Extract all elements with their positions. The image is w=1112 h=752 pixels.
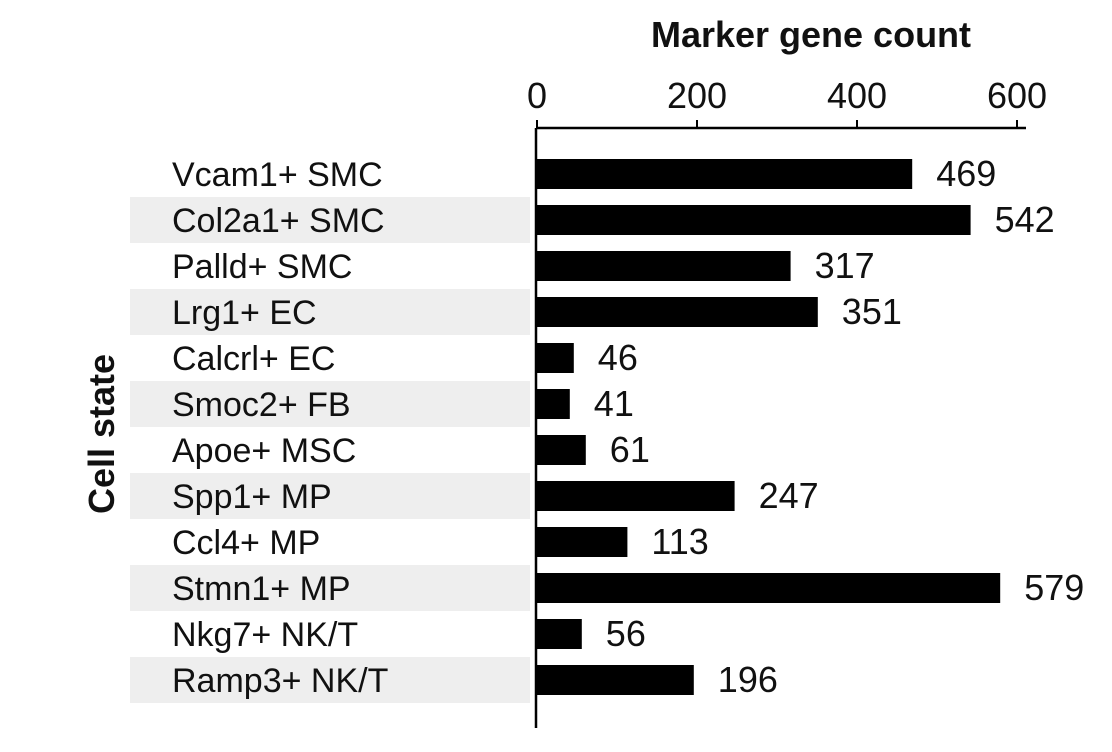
- category-label: Palld+ SMC: [172, 248, 352, 286]
- category-label: Lrg1+ EC: [172, 294, 317, 332]
- bar: [537, 481, 735, 511]
- bar: [537, 343, 574, 373]
- value-label: 317: [815, 245, 875, 286]
- category-label: Calcrl+ EC: [172, 340, 335, 378]
- bar: [537, 665, 694, 695]
- bars: [537, 159, 1001, 695]
- category-label: Stmn1+ MP: [172, 570, 351, 608]
- category-label: Smoc2+ FB: [172, 386, 351, 424]
- row-band: [130, 289, 530, 335]
- bar: [537, 297, 818, 327]
- row-band: [130, 381, 530, 427]
- category-label: Spp1+ MP: [172, 478, 332, 516]
- value-label: 46: [598, 337, 638, 378]
- bar: [537, 435, 586, 465]
- value-label: 56: [606, 613, 646, 654]
- value-label: 579: [1024, 567, 1084, 608]
- value-label: 469: [936, 153, 996, 194]
- bar: [537, 527, 628, 557]
- row-band: [130, 473, 530, 519]
- category-label: Col2a1+ SMC: [172, 202, 385, 240]
- bar: [537, 573, 1001, 603]
- bar: [537, 389, 570, 419]
- category-label: Nkg7+ NK/T: [172, 616, 358, 654]
- row-band: [130, 565, 530, 611]
- value-label: 247: [759, 475, 819, 516]
- x-tick-label: 400: [827, 75, 887, 116]
- bar: [537, 619, 582, 649]
- x-axis-ticks: 0 200 400 600: [527, 75, 1047, 128]
- value-label: 41: [594, 383, 634, 424]
- row-shading: [130, 197, 530, 703]
- value-label: 542: [995, 199, 1055, 240]
- category-labels: Vcam1+ SMC Col2a1+ SMC Palld+ SMC Lrg1+ EC C…: [172, 156, 388, 700]
- x-axis-title: Marker gene count: [651, 14, 971, 55]
- value-label: 351: [842, 291, 902, 332]
- row-band: [130, 657, 530, 703]
- row-band: [130, 197, 530, 243]
- value-label: 113: [651, 521, 708, 562]
- value-label: 61: [610, 429, 650, 470]
- value-labels: 469 542 317 351 46 41 61 247 113 579 56 196: [594, 153, 1084, 700]
- category-label: Apoe+ MSC: [172, 432, 356, 470]
- x-tick-label: 600: [987, 75, 1047, 116]
- category-label: Ramp3+ NK/T: [172, 662, 388, 700]
- x-tick-label: 200: [667, 75, 727, 116]
- bar: [537, 205, 971, 235]
- value-label: 196: [718, 659, 778, 700]
- category-label: Ccl4+ MP: [172, 524, 320, 562]
- y-axis-title: Cell state: [81, 354, 122, 514]
- bar: [537, 159, 913, 189]
- bar: [537, 251, 791, 281]
- x-tick-label: 0: [527, 75, 547, 116]
- category-label: Vcam1+ SMC: [172, 156, 383, 194]
